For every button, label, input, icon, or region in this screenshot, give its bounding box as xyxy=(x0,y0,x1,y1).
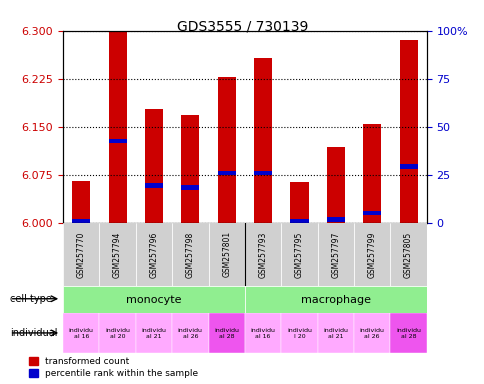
Bar xyxy=(390,223,426,286)
Bar xyxy=(254,170,272,175)
Text: GSM257797: GSM257797 xyxy=(331,231,340,278)
Bar xyxy=(136,223,172,286)
Bar xyxy=(281,223,317,286)
Bar xyxy=(63,286,244,313)
Text: macrophage: macrophage xyxy=(300,295,370,305)
Text: GDS3555 / 730139: GDS3555 / 730139 xyxy=(177,19,307,33)
Bar xyxy=(317,223,353,286)
Text: individu
al 21: individu al 21 xyxy=(323,328,348,339)
Bar xyxy=(181,185,199,190)
Bar xyxy=(244,223,281,286)
Text: individu
al 20: individu al 20 xyxy=(105,328,130,339)
Text: GSM257801: GSM257801 xyxy=(222,231,231,278)
Bar xyxy=(63,313,99,353)
Bar xyxy=(244,286,426,313)
Text: GSM257799: GSM257799 xyxy=(367,231,376,278)
Bar xyxy=(353,223,390,286)
Bar xyxy=(172,223,208,286)
Text: GSM257794: GSM257794 xyxy=(113,231,122,278)
Bar xyxy=(326,147,344,223)
Bar xyxy=(108,139,126,143)
Text: GSM257793: GSM257793 xyxy=(258,231,267,278)
Bar xyxy=(353,313,390,353)
Text: individu
l 20: individu l 20 xyxy=(287,328,311,339)
Text: individual: individual xyxy=(10,328,57,338)
Text: GSM257796: GSM257796 xyxy=(149,231,158,278)
Bar xyxy=(399,40,417,223)
Bar xyxy=(281,313,317,353)
Bar xyxy=(72,218,90,223)
Text: individu
al 26: individu al 26 xyxy=(178,328,202,339)
Text: GSM257795: GSM257795 xyxy=(294,231,303,278)
Text: GSM257770: GSM257770 xyxy=(76,231,86,278)
Bar xyxy=(145,109,163,223)
Bar xyxy=(399,164,417,169)
Text: individu
al 21: individu al 21 xyxy=(141,328,166,339)
Text: GSM257798: GSM257798 xyxy=(185,231,195,278)
Bar xyxy=(217,77,235,223)
Bar xyxy=(326,217,344,222)
Bar xyxy=(99,313,136,353)
Text: individu
al 16: individu al 16 xyxy=(250,328,275,339)
Legend: transformed count, percentile rank within the sample: transformed count, percentile rank withi… xyxy=(29,357,198,378)
Bar xyxy=(254,58,272,223)
Bar xyxy=(99,223,136,286)
Text: individu
al 26: individu al 26 xyxy=(359,328,384,339)
Bar xyxy=(390,313,426,353)
Text: individu
al 28: individu al 28 xyxy=(395,328,420,339)
Bar xyxy=(72,181,90,223)
Bar xyxy=(63,223,99,286)
Bar xyxy=(208,313,244,353)
Bar xyxy=(181,115,199,223)
Bar xyxy=(363,211,380,215)
Bar xyxy=(363,124,380,223)
Bar xyxy=(136,313,172,353)
Bar xyxy=(108,31,126,223)
Bar xyxy=(145,183,163,188)
Text: GSM257805: GSM257805 xyxy=(403,231,412,278)
Text: individu
al 28: individu al 28 xyxy=(214,328,239,339)
Text: individu
al 16: individu al 16 xyxy=(69,328,93,339)
Bar xyxy=(290,218,308,223)
Bar xyxy=(208,223,244,286)
Bar xyxy=(172,313,208,353)
Text: monocyte: monocyte xyxy=(126,295,182,305)
Bar xyxy=(290,182,308,223)
Bar xyxy=(317,313,353,353)
Text: cell type: cell type xyxy=(10,294,51,304)
Bar xyxy=(244,313,281,353)
Bar xyxy=(217,170,235,175)
